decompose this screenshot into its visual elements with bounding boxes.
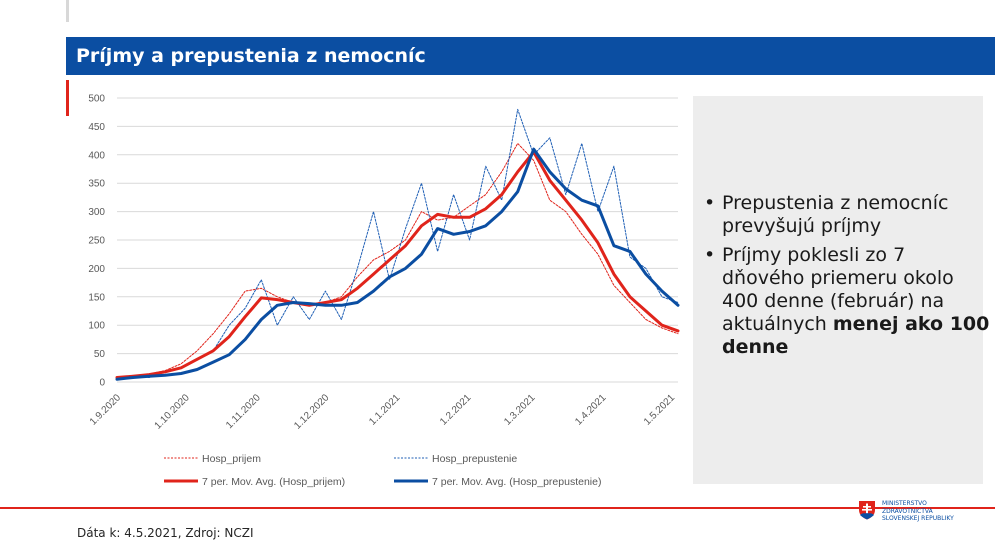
x-tick-label-0: 1.9.2020 [88,392,124,428]
y-tick-label-350: 350 [88,179,105,190]
x-tick-label-3: 1.12.2020 [292,392,332,432]
note-bold-2: menej ako 100 denne [722,313,990,358]
y-tick-label-50: 50 [94,349,106,360]
gridlines [117,97,678,383]
note-item-2: Príjmy poklesli zo 7 dňového priemeru ok… [700,244,990,359]
legend-label-1: Hosp_prepustenie [432,453,517,465]
note-text-1: Prepustenia z nemocníc prevyšujú príjmy [722,192,949,237]
y-tick-label-400: 400 [88,150,105,161]
logo-text: MINISTERSTVO ZDRAVOTNÍCTVA SLOVENSKEJ RE… [882,500,954,523]
note-text-2: Príjmy poklesli zo 7 dňového priemeru ok… [722,244,954,335]
series-line-1 [116,108,679,380]
x-tick-label-4: 1.1.2021 [367,392,403,428]
y-tick-label-300: 300 [88,207,105,218]
notes-list: Prepustenia z nemocníc prevyšujú príjmy … [700,192,990,365]
footer-divider [0,507,995,509]
y-tick-label-250: 250 [88,236,105,247]
ministry-logo: MINISTERSTVO ZDRAVOTNÍCTVA SLOVENSKEJ RE… [858,500,988,526]
legend-label-2: 7 per. Mov. Avg. (Hosp_prijem) [202,476,345,488]
x-tick-label-2: 1.11.2020 [224,392,263,431]
slide-title: Príjmy a prepustenia z nemocníc [66,37,995,75]
y-tick-label-500: 500 [88,94,105,105]
logo-line-1: MINISTERSTVO [882,500,927,507]
series-line-2 [115,150,680,379]
note-item-1: Prepustenia z nemocníc prevyšujú príjmy [700,192,990,238]
y-axis-ticks: 0 50 100 150 200 250 300 350 400 450 500 [88,94,105,389]
series-lines [115,108,680,381]
x-tick-label-8: 1.5.2021 [642,392,678,428]
y-tick-label-450: 450 [88,122,105,133]
x-tick-label-7: 1.4.2021 [573,392,609,428]
logo-line-3: SLOVENSKEJ REPUBLIKY [882,515,954,522]
logo-line-2: ZDRAVOTNÍCTVA [882,507,933,515]
legend-label-3: 7 per. Mov. Avg. (Hosp_prepustenie) [432,476,601,488]
y-tick-label-100: 100 [88,321,105,332]
legend-label-0: Hosp_prijem [202,453,261,465]
slovak-coat-of-arms-icon [859,501,875,520]
legend: Hosp_prijem Hosp_prepustenie 7 per. Mov. A… [164,453,601,488]
series-line-3 [115,147,680,381]
y-tick-label-200: 200 [88,264,105,275]
y-tick-label-150: 150 [88,292,105,303]
y-tick-label-0: 0 [99,378,105,389]
source-note: Dáta k: 4.5.2021, Zdroj: NCZI [77,526,254,540]
top-divider [66,0,69,22]
x-axis-ticks: 1.9.2020 1.10.2020 1.11.2020 1.12.2020 1.1.2… [88,392,678,432]
x-tick-label-1: 1.10.2020 [153,392,193,432]
x-tick-label-5: 1.2.2021 [438,392,474,428]
series-line-0 [116,142,679,378]
x-tick-label-6: 1.3.2021 [502,392,538,428]
side-accent-bar [66,80,69,116]
